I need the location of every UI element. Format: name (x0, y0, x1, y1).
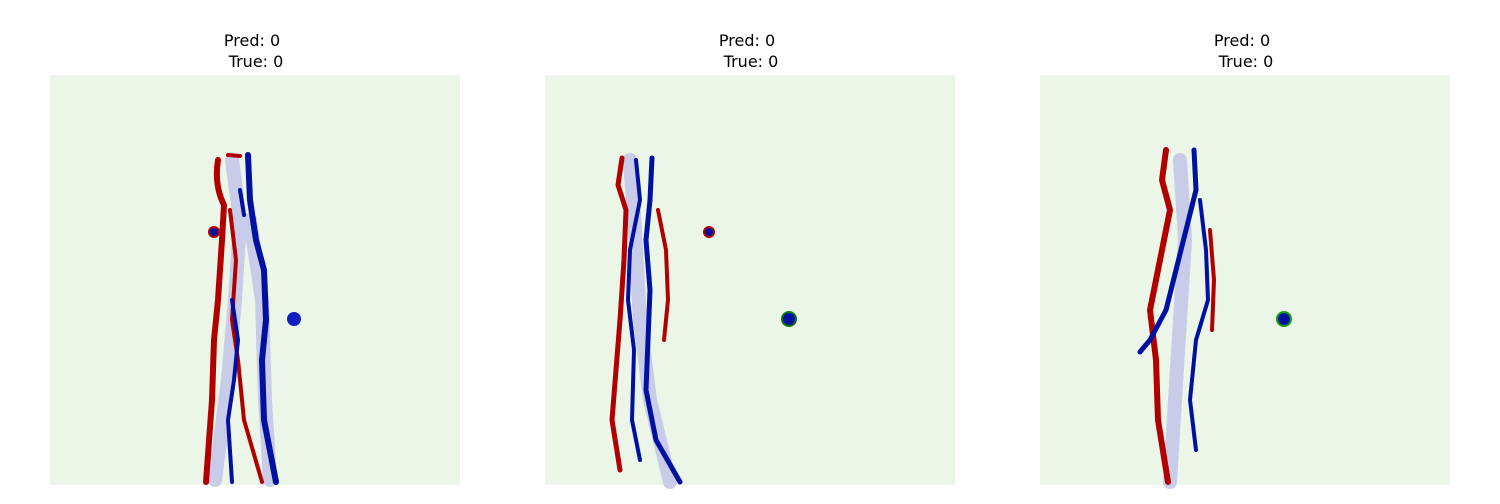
panel: Pred: 0 True: 0 (1040, 31, 1450, 489)
true-label: True: 0 (723, 52, 779, 71)
silhouette (203, 152, 301, 487)
true-label: True: 0 (1218, 52, 1274, 71)
silhouette (609, 153, 797, 489)
panel: Pred: 0 True: 0 (50, 31, 460, 487)
saliency-image (1040, 75, 1450, 485)
true-label: True: 0 (228, 52, 284, 71)
panel: Pred: 0 True: 0 (545, 31, 955, 489)
pred-label: Pred: 0 (1214, 31, 1270, 50)
pred-label: Pred: 0 (224, 31, 280, 50)
silhouette (1137, 147, 1292, 489)
saliency-image (545, 75, 955, 485)
pred-label: Pred: 0 (719, 31, 775, 50)
